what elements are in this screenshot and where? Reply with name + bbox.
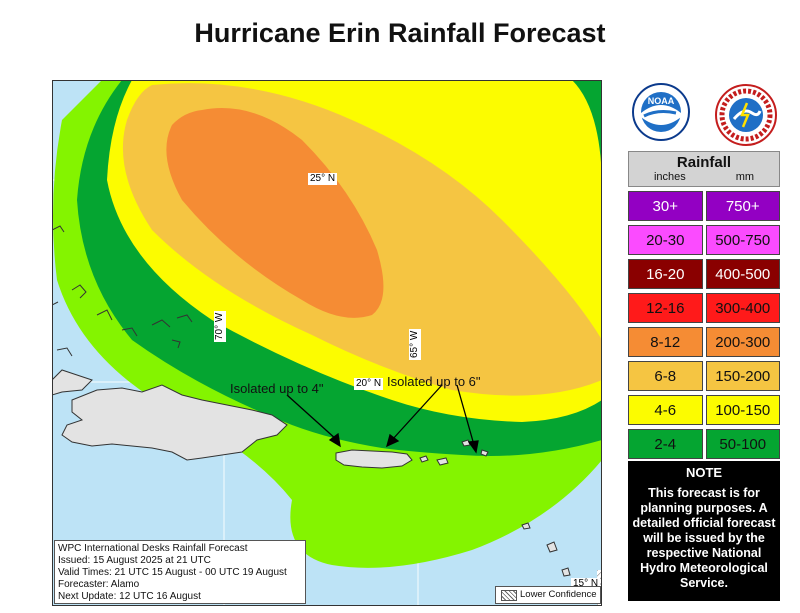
note-box: NOTE This forecast is for planning purpo… (628, 461, 780, 601)
legend-mm-cell: 200-300 (705, 327, 780, 357)
legend-mm-cell: 300-400 (705, 293, 780, 323)
noaa-logo: NOAA (632, 83, 690, 141)
nws-logo (715, 84, 777, 146)
legend-title: Rainfall (676, 154, 732, 171)
legend-unit-mm: mm (735, 171, 755, 183)
legend-row: 2-4 50-100 (628, 429, 780, 459)
legend-row: 20-30 500-750 (628, 225, 780, 255)
note-body: This forecast is for planning purposes. … (632, 486, 776, 590)
legend-inches-cell: 2-4 (628, 429, 703, 459)
legend-row: 4-6 100-150 (628, 395, 780, 425)
legend-unit-inches: inches (653, 171, 686, 183)
legend-mm-cell: 500-750 (705, 225, 780, 255)
info-line: WPC International Desks Rainfall Forecas… (58, 543, 248, 554)
lat-label-15: 15° N (571, 578, 601, 589)
legend-row: 16-20 400-500 (628, 259, 780, 289)
legend-row: 30+ 750+ (628, 191, 780, 221)
legend-inches-cell: 16-20 (628, 259, 703, 289)
annotation-isolated-6: Isolated up to 6" (387, 374, 481, 389)
info-line: Forecaster: Alamo (58, 579, 140, 590)
lat-label-25: 25° N (308, 173, 338, 185)
legend-inches-cell: 20-30 (628, 225, 703, 255)
legend-header: Rainfall inches mm (628, 151, 780, 187)
legend-row: 8-12 200-300 (628, 327, 780, 357)
annotation-arrows (286, 384, 479, 454)
bahamas-islands (52, 225, 193, 357)
legend-inches-cell: 30+ (628, 191, 703, 221)
legend-inches-cell: 8-12 (628, 327, 703, 357)
legend-inches-cell: 12-16 (628, 293, 703, 323)
band-8-12 (166, 108, 384, 318)
legend-row: 12-16 300-400 (628, 293, 780, 323)
legend-rows: 30+ 750+ 20-30 500-750 16-20 400-500 12-16 300-… (628, 191, 780, 493)
svg-text:NOAA: NOAA (648, 96, 675, 106)
note-title: NOTE (685, 465, 723, 480)
hatch-icon (501, 590, 517, 601)
legend-mm-cell: 150-200 (705, 361, 780, 391)
legend-mm-cell: 100-150 (705, 395, 780, 425)
info-line: Next Update: 12 UTC 16 August (58, 591, 201, 602)
legend-inches-cell: 4-6 (628, 395, 703, 425)
rainfall-map (52, 80, 602, 606)
legend-mm-cell: 400-500 (705, 259, 780, 289)
forecast-info-box: WPC International Desks Rainfall Forecas… (54, 540, 306, 604)
legend-row: 6-8 150-200 (628, 361, 780, 391)
info-line: Issued: 15 August 2025 at 21 UTC (58, 555, 211, 566)
lat-label-20: 20° N (354, 378, 384, 390)
page-title: Hurricane Erin Rainfall Forecast (194, 18, 606, 48)
rainfall-legend: Rainfall inches mm 30+ 750+ 20-30 500-750 16… (628, 151, 780, 493)
legend-mm-cell: 750+ (705, 191, 780, 221)
info-line: Valid Times: 21 UTC 15 August - 00 UTC 1… (58, 567, 287, 578)
land (52, 369, 571, 577)
lon-label-65: 65° W (409, 328, 421, 360)
puerto-rico (335, 449, 413, 469)
legend-inches-cell: 6-8 (628, 361, 703, 391)
legend-mm-cell: 50-100 (705, 429, 780, 459)
annotation-isolated-4: Isolated up to 4" (230, 381, 324, 396)
lower-confidence-label: Lower Confidence (520, 589, 597, 600)
lon-label-70: 70° W (214, 310, 226, 342)
lower-confidence-key: Lower Confidence (495, 586, 601, 604)
